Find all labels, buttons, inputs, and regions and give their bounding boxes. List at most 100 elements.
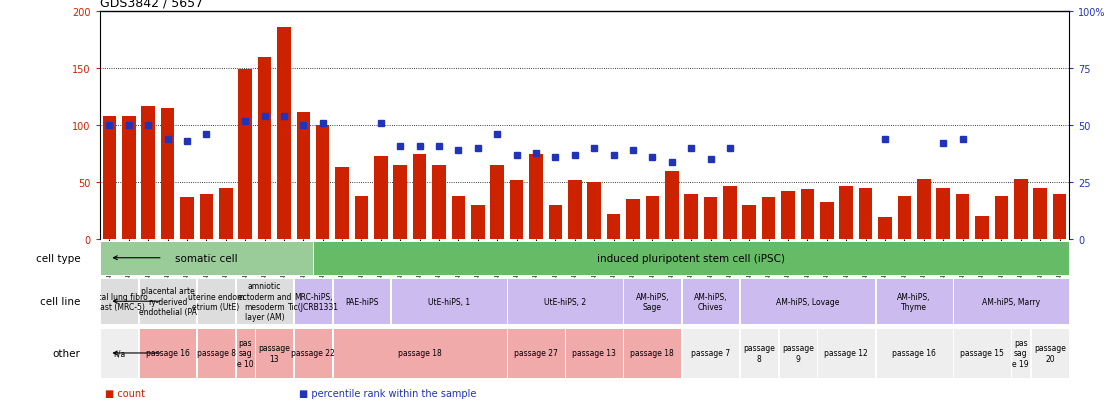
Bar [704,197,717,240]
Text: passage
13: passage 13 [258,344,290,363]
Bar [995,197,1008,240]
Bar [100,328,138,378]
Text: placental arte
ry-derived
endothelial (PA: placental arte ry-derived endothelial (P… [138,287,196,316]
Bar [391,279,506,324]
Bar [646,197,659,240]
Bar [197,328,235,378]
Bar [471,206,484,240]
Bar [432,166,445,240]
Bar [197,279,235,324]
Bar [355,197,368,240]
Bar [181,197,194,240]
Bar [277,28,290,240]
Bar [1034,188,1047,240]
Text: passage
8: passage 8 [743,344,774,363]
Bar [665,171,678,240]
Bar [875,328,953,378]
Text: cell type: cell type [35,253,80,263]
Text: PAE-hiPS: PAE-hiPS [345,297,378,306]
Text: passage
20: passage 20 [1034,344,1066,363]
Bar [332,328,506,378]
Bar [452,197,465,240]
Text: passage 16: passage 16 [892,349,936,358]
Bar [820,202,833,240]
Bar [685,194,698,240]
Bar [491,166,504,240]
Bar [607,215,620,240]
Text: passage 27: passage 27 [514,349,558,358]
Bar [953,328,1010,378]
Bar [1012,328,1030,378]
Bar [681,328,739,378]
Bar [100,241,312,275]
Bar [818,328,875,378]
Bar [626,200,639,240]
Bar [413,154,427,240]
Text: somatic cell: somatic cell [175,253,238,263]
Bar [917,179,931,240]
Bar [236,328,255,378]
Bar [681,279,739,324]
Bar [530,154,543,240]
Text: passage 18: passage 18 [630,349,674,358]
Bar [801,190,814,240]
Text: passage 22: passage 22 [291,349,335,358]
Text: AM-hiPS,
Sage: AM-hiPS, Sage [636,292,669,311]
Text: passage 16: passage 16 [145,349,189,358]
Bar [238,70,252,240]
Bar [507,328,565,378]
Bar [762,197,776,240]
Bar [740,328,778,378]
Bar [1053,194,1066,240]
Bar [548,206,562,240]
Bar [316,126,329,240]
Bar [859,188,872,240]
Bar [897,197,911,240]
Text: passage 18: passage 18 [398,349,441,358]
Bar [138,328,196,378]
Bar [840,186,853,240]
Bar [161,109,174,240]
Bar [297,112,310,240]
Bar [219,188,233,240]
Bar [624,328,681,378]
Bar [236,279,294,324]
Text: passage 12: passage 12 [824,349,868,358]
Text: passage 13: passage 13 [572,349,616,358]
Bar [122,117,135,240]
Bar [138,279,196,324]
Text: amniotic
ectoderm and
mesoderm
layer (AM): amniotic ectoderm and mesoderm layer (AM… [238,281,291,322]
Text: AM-hiPS,
Chives: AM-hiPS, Chives [694,292,727,311]
Bar [724,186,737,240]
Bar [565,328,623,378]
Bar [975,217,988,240]
Text: passage
9: passage 9 [782,344,813,363]
Text: UtE-hiPS, 1: UtE-hiPS, 1 [428,297,470,306]
Text: pas
sag
e 10: pas sag e 10 [237,338,254,368]
Bar [332,279,390,324]
Text: induced pluripotent stem cell (iPSC): induced pluripotent stem cell (iPSC) [597,253,786,263]
Bar [587,183,601,240]
Bar [510,180,523,240]
Text: AM-hiPS,
Thyme: AM-hiPS, Thyme [897,292,931,311]
Text: passage 15: passage 15 [960,349,1004,358]
Bar [740,279,875,324]
Bar [258,58,271,240]
Text: GDS3842 / 5657: GDS3842 / 5657 [100,0,203,10]
Text: UtE-hiPS, 2: UtE-hiPS, 2 [544,297,586,306]
Text: AM-hiPS, Marry: AM-hiPS, Marry [982,297,1040,306]
Bar [142,107,155,240]
Bar [1030,328,1069,378]
Bar [199,194,213,240]
Bar [375,157,388,240]
Bar [875,279,953,324]
Text: other: other [52,348,80,358]
Bar [507,279,623,324]
Bar [336,168,349,240]
Text: fetal lung fibro
blast (MRC-5): fetal lung fibro blast (MRC-5) [91,292,147,311]
Bar [742,206,756,240]
Text: ■ percentile rank within the sample: ■ percentile rank within the sample [299,388,476,398]
Bar [781,192,794,240]
Text: cell line: cell line [40,297,80,306]
Bar [1014,179,1027,240]
